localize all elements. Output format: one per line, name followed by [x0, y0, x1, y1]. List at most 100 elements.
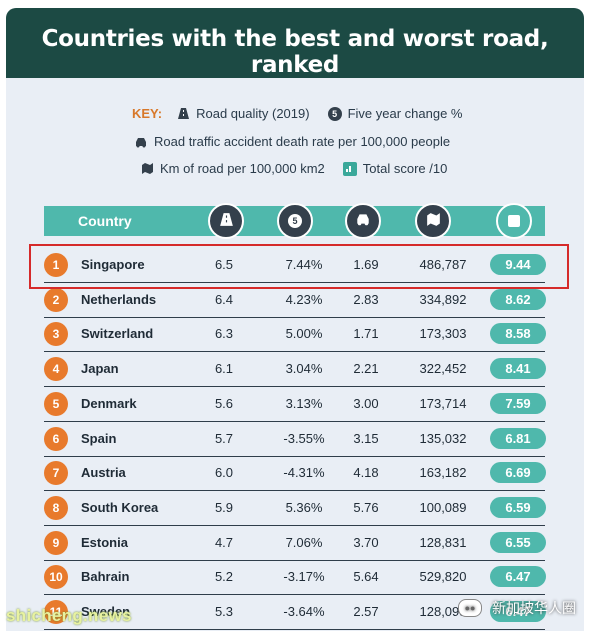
km-road-value: 100,089 — [419, 499, 467, 515]
road-quality-value: 5.9 — [214, 499, 234, 515]
rank-badge: 1 — [44, 253, 68, 277]
km-road-value: 173,714 — [419, 395, 467, 411]
table-row: 1 Singapore 6.5 7.44% 1.69 486,787 9.44 — [44, 248, 546, 283]
five-year-change-value: 7.44% — [285, 257, 323, 272]
five-year-change-value: 5.36% — [285, 499, 323, 515]
table-row: 3 Switzerland 6.3 5.00% 1.71 173,303 8.58 — [44, 317, 546, 353]
total-score-pill: 8.41 — [490, 358, 546, 380]
rank-badge: 11 — [44, 600, 68, 624]
number-5-icon: 5 — [288, 214, 302, 228]
km-road-value: 322,452 — [419, 361, 467, 377]
table-row: 8 South Korea 5.9 5.36% 5.76 100,089 6.59 — [44, 491, 546, 526]
five-year-change-value: 3.13% — [285, 395, 323, 411]
key-row-1: KEY: Road quality (2019) 5 Five year cha… — [132, 106, 480, 121]
table-row: 9 Estonia 4.7 7.06% 3.70 128,831 6.55 — [44, 526, 546, 561]
death-rate-value: 4.18 — [353, 465, 379, 481]
map-icon — [140, 162, 154, 176]
column-header-country: Country — [78, 213, 132, 229]
title-bar: Countries with the best and worst road, … — [6, 8, 584, 78]
key-road-quality: Road quality (2019) — [196, 106, 310, 121]
road-icon — [219, 212, 234, 231]
death-rate-value: 3.00 — [353, 395, 379, 411]
five-year-change-value: 3.04% — [285, 361, 323, 377]
table-row: 6 Spain 5.7 -3.55% 3.15 135,032 6.81 — [44, 422, 546, 457]
table-row: 7 Austria 6.0 -4.31% 4.18 163,182 6.69 — [44, 456, 546, 492]
country-name: Singapore — [81, 257, 145, 272]
car-crash-icon — [134, 135, 148, 149]
country-name: Bahrain — [81, 569, 130, 585]
death-rate-value: 1.69 — [353, 257, 379, 272]
key-km-road: Km of road per 100,000 km2 — [160, 161, 325, 176]
table-row: 11 Sweden 5.3 -3.64% 2.57 128,095 6.47 — [44, 595, 546, 630]
road-icon — [176, 107, 190, 121]
road-quality-value: 5.3 — [214, 604, 234, 619]
rank-badge: 4 — [44, 357, 68, 382]
number-5-icon: 5 — [327, 106, 342, 121]
total-score-pill: 6.59 — [490, 496, 546, 518]
rank-badge: 6 — [44, 426, 68, 451]
total-score-pill: 6.81 — [490, 427, 546, 449]
death-rate-value: 2.21 — [353, 361, 379, 377]
five-year-change-value: 7.06% — [285, 534, 323, 550]
five-year-change-value: -3.64% — [283, 604, 325, 619]
table-row: 4 Japan 6.1 3.04% 2.21 322,452 8.41 — [44, 352, 546, 388]
km-road-value: 135,032 — [419, 430, 467, 446]
car-crash-icon — [355, 212, 371, 230]
rank-badge: 7 — [44, 461, 68, 486]
highlight-box — [29, 244, 569, 289]
column-header-km-road — [415, 203, 451, 239]
key-row-2: Road traffic accident death rate per 100… — [134, 134, 468, 149]
column-header-five-year-change: 5 — [277, 203, 313, 239]
map-icon — [426, 212, 441, 231]
road-quality-value: 6.3 — [214, 326, 234, 342]
country-name: Austria — [81, 465, 126, 481]
country-name: Japan — [81, 361, 119, 377]
road-quality-value: 6.5 — [214, 257, 234, 272]
death-rate-value: 3.70 — [353, 534, 379, 550]
rank-badge: 8 — [44, 495, 68, 520]
country-name: Denmark — [81, 395, 137, 411]
watermark-right-text: 新加坡华人圈 — [492, 600, 576, 616]
km-road-value: 529,820 — [419, 569, 467, 585]
rank-badge: 9 — [44, 530, 68, 555]
total-score-pill: 8.58 — [490, 323, 546, 345]
infographic-card: Countries with the best and worst road, … — [6, 8, 584, 631]
five-year-change-value: -4.31% — [283, 465, 325, 481]
road-quality-value: 5.2 — [214, 569, 234, 585]
total-score-pill: 6.55 — [490, 531, 546, 553]
rank-badge: 3 — [44, 322, 68, 347]
km-road-value: 173,303 — [419, 326, 467, 342]
country-name: Switzerland — [81, 326, 154, 342]
watermark-right: ●● 新加坡华人圈 — [458, 598, 576, 618]
column-header-death-rate — [345, 203, 381, 239]
total-score-pill: 7.59 — [490, 392, 546, 414]
country-name: Spain — [81, 430, 117, 446]
road-quality-value: 6.0 — [214, 465, 234, 481]
death-rate-value: 2.83 — [353, 291, 379, 307]
key-row-3: Km of road per 100,000 km2 Total score /… — [140, 161, 465, 176]
road-quality-value: 6.1 — [214, 361, 234, 377]
table-row: 5 Denmark 5.6 3.13% 3.00 173,714 7.59 — [44, 387, 546, 422]
five-year-change-value: 5.00% — [285, 326, 323, 342]
country-name: Estonia — [81, 534, 128, 550]
key-five-year-change: Five year change % — [347, 106, 463, 121]
death-rate-value: 1.71 — [353, 326, 379, 342]
rank-badge: 5 — [44, 391, 68, 416]
total-score-pill: 6.47 — [490, 601, 546, 622]
death-rate-value: 2.57 — [353, 604, 379, 619]
total-score-pill: 6.69 — [490, 462, 546, 484]
chart-icon — [342, 161, 357, 176]
km-road-value: 128,095 — [419, 604, 467, 619]
rank-badge: 2 — [44, 287, 68, 312]
page-title: Countries with the best and worst road, … — [41, 26, 549, 78]
death-rate-value: 3.15 — [353, 430, 379, 446]
country-name: Sweden — [81, 604, 131, 619]
road-quality-value: 5.6 — [214, 395, 234, 411]
five-year-change-value: 4.23% — [285, 291, 323, 307]
country-name: South Korea — [81, 499, 159, 515]
watermark-left: shicheng.news — [6, 606, 132, 625]
five-year-change-value: -3.55% — [283, 430, 325, 446]
key-total-score: Total score /10 — [362, 161, 448, 176]
km-road-value: 128,831 — [419, 534, 467, 550]
table-row: 10 Bahrain 5.2 -3.17% 5.64 529,820 6.47 — [44, 560, 546, 596]
